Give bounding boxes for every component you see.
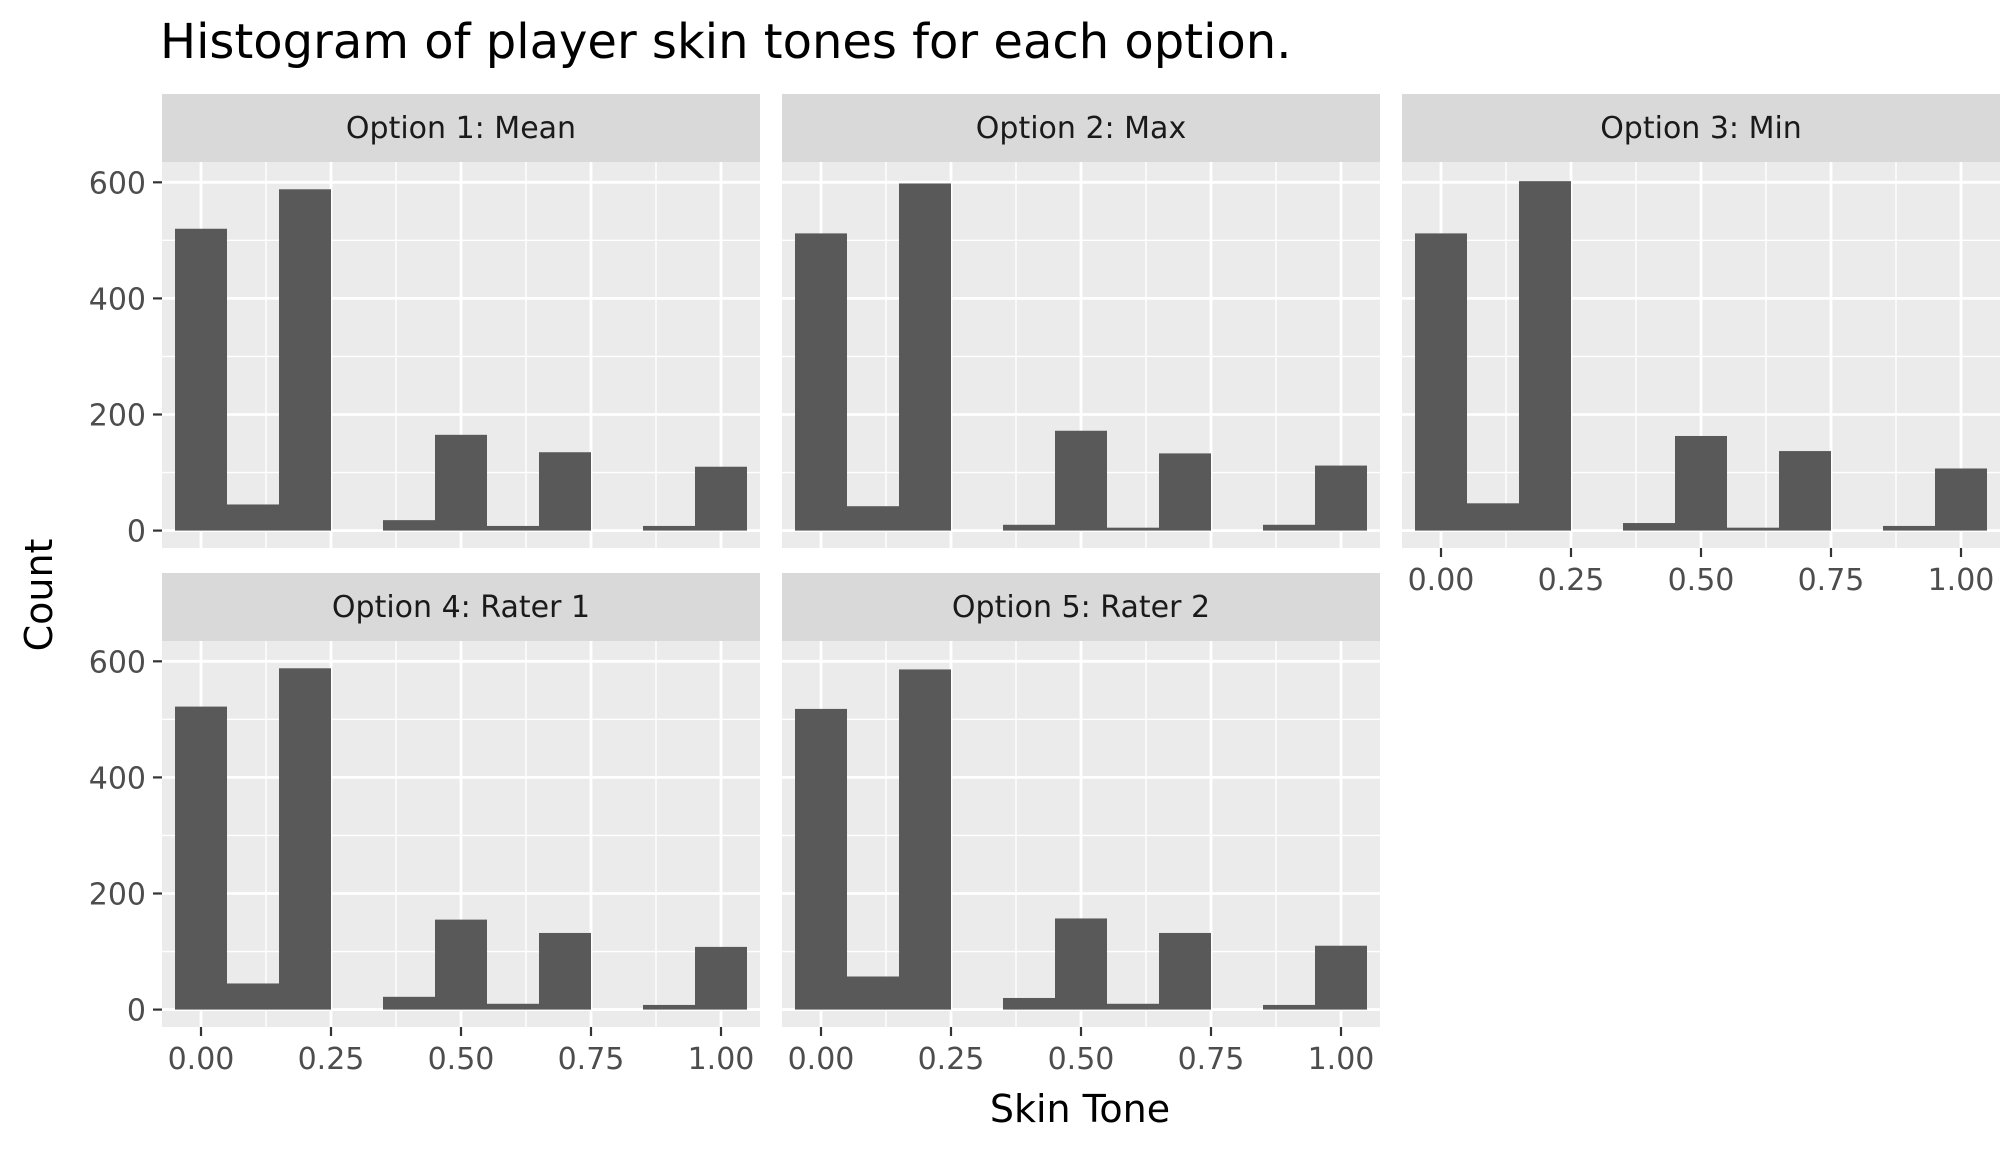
histogram-bar bbox=[279, 668, 331, 1010]
x-tick-label: 0.25 bbox=[1538, 563, 1605, 598]
facet-panel: Option 2: Max bbox=[782, 94, 1380, 548]
facet-panel: Option 3: Min 0.00 0.25 0.50 0.75 1.00 bbox=[1402, 94, 2000, 598]
x-tick-label: 0.25 bbox=[298, 1042, 365, 1077]
histogram-bar bbox=[383, 520, 435, 531]
histogram-bar bbox=[1727, 527, 1779, 531]
histogram-bar bbox=[899, 669, 951, 1010]
facet-strip-label: Option 5: Rater 2 bbox=[952, 590, 1210, 625]
facet-strip bbox=[782, 94, 1380, 162]
facet-panel: Option 4: Rater 1 0 200 400 600 0.00 0.25 0.50 0… bbox=[89, 573, 760, 1077]
y-tick-label: 0 bbox=[127, 515, 146, 550]
histogram-bar bbox=[539, 452, 591, 531]
facet-panel: Option 5: Rater 2 0.00 0.25 0.50 0.75 1.00 bbox=[782, 573, 1380, 1077]
y-tick-label: 0 bbox=[127, 994, 146, 1029]
facet-strip-label: Option 2: Max bbox=[976, 111, 1186, 146]
x-tick-label: 0.75 bbox=[558, 1042, 625, 1077]
facet-strip bbox=[162, 573, 760, 641]
histogram-bar bbox=[487, 525, 539, 531]
histogram-bar bbox=[1415, 233, 1467, 531]
x-tick-label: 0.75 bbox=[1798, 563, 1865, 598]
facet-strip-label: Option 3: Min bbox=[1600, 111, 1802, 146]
histogram-bar bbox=[1263, 1004, 1315, 1010]
x-tick-label: 0.50 bbox=[428, 1042, 495, 1077]
histogram-bar bbox=[899, 183, 951, 531]
histogram-bar bbox=[847, 976, 899, 1010]
facet-strip bbox=[1402, 94, 2000, 162]
facet-strip bbox=[782, 573, 1380, 641]
histogram-bar bbox=[227, 504, 279, 531]
y-tick-label: 400 bbox=[89, 282, 146, 317]
y-axis-title: Count bbox=[17, 539, 61, 652]
histogram-bar bbox=[1159, 453, 1211, 531]
facet-strip-label: Option 4: Rater 1 bbox=[332, 590, 590, 625]
histogram-bar bbox=[795, 708, 847, 1010]
histogram-bar bbox=[795, 233, 847, 531]
histogram-bar bbox=[695, 466, 747, 531]
facet-strip-label: Option 1: Mean bbox=[346, 111, 576, 146]
histogram-bar bbox=[1519, 181, 1571, 531]
histogram-bar bbox=[539, 932, 591, 1010]
facet-panel: Option 1: Mean 0 200 400 600 bbox=[89, 94, 760, 550]
y-tick-label: 400 bbox=[89, 761, 146, 796]
histogram-bar bbox=[487, 1003, 539, 1010]
histogram-bar bbox=[1055, 430, 1107, 531]
y-tick-label: 600 bbox=[89, 645, 146, 680]
x-tick-label: 1.00 bbox=[1928, 563, 1995, 598]
y-tick-label: 200 bbox=[89, 877, 146, 912]
x-axis-title: Skin Tone bbox=[990, 1087, 1170, 1131]
histogram-bar bbox=[279, 189, 331, 531]
histogram-bar bbox=[1315, 945, 1367, 1010]
histogram-bar bbox=[435, 919, 487, 1010]
histogram-bar bbox=[1779, 451, 1831, 531]
x-tick-label: 1.00 bbox=[1308, 1042, 1375, 1077]
histogram-bar bbox=[1003, 997, 1055, 1010]
histogram-bar bbox=[1107, 1003, 1159, 1010]
histogram-bar bbox=[1935, 468, 1987, 531]
facet-panels: Option 1: Mean 0 200 400 600 Option 2: Max Opt… bbox=[89, 94, 2000, 1077]
y-tick-label: 200 bbox=[89, 398, 146, 433]
histogram-bar bbox=[175, 706, 227, 1010]
x-tick-label: 0.00 bbox=[788, 1042, 855, 1077]
histogram-bar bbox=[695, 946, 747, 1010]
histogram-bar bbox=[1055, 918, 1107, 1010]
histogram-bar bbox=[1263, 524, 1315, 531]
histogram-bar bbox=[1623, 523, 1675, 531]
x-tick-label: 0.00 bbox=[168, 1042, 235, 1077]
y-tick-label: 600 bbox=[89, 166, 146, 201]
histogram-bar bbox=[1159, 932, 1211, 1010]
histogram-bar bbox=[1675, 435, 1727, 531]
histogram-bar bbox=[227, 983, 279, 1010]
histogram-bar bbox=[1883, 525, 1935, 531]
histogram-bar bbox=[1107, 527, 1159, 531]
x-tick-label: 0.25 bbox=[918, 1042, 985, 1077]
facet-strip bbox=[162, 94, 760, 162]
x-tick-label: 0.50 bbox=[1668, 563, 1735, 598]
x-tick-label: 0.75 bbox=[1178, 1042, 1245, 1077]
histogram-bar bbox=[643, 525, 695, 531]
x-tick-label: 0.00 bbox=[1408, 563, 1475, 598]
x-tick-label: 1.00 bbox=[688, 1042, 755, 1077]
histogram-bar bbox=[1003, 524, 1055, 531]
histogram-bar bbox=[175, 228, 227, 531]
histogram-bar bbox=[435, 434, 487, 531]
histogram-bar bbox=[643, 1004, 695, 1010]
histogram-bar bbox=[847, 506, 899, 531]
histogram-bar bbox=[383, 996, 435, 1010]
histogram-bar bbox=[1467, 503, 1519, 531]
chart-title: Histogram of player skin tones for each … bbox=[160, 14, 1291, 70]
histogram-bar bbox=[1315, 465, 1367, 531]
x-tick-label: 0.50 bbox=[1048, 1042, 1115, 1077]
